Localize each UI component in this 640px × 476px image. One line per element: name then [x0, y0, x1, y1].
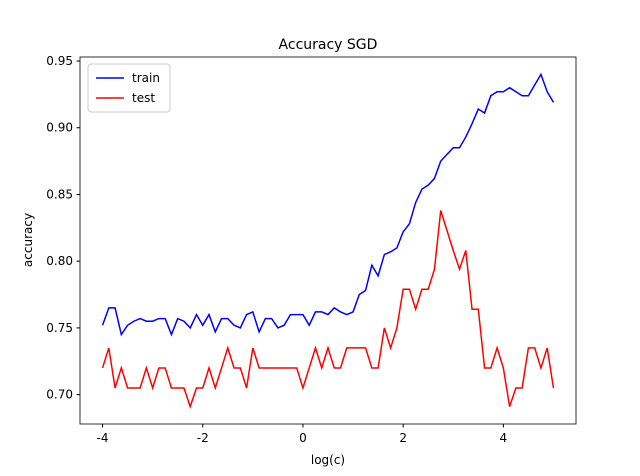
legend-label: train [132, 71, 160, 85]
x-tick-label: 4 [500, 431, 508, 445]
legend-label: test [132, 91, 155, 105]
plot-frame [79, 56, 577, 425]
y-axis-label: accuracy [21, 213, 35, 267]
line-series [101, 72, 555, 337]
y-tick-label: 0.85 [46, 187, 73, 201]
x-tick-label: -2 [197, 431, 209, 445]
x-tick-label: -4 [97, 431, 109, 445]
line-series [101, 210, 555, 410]
x-tick-label: 2 [399, 431, 407, 445]
y-tick-label: 0.90 [46, 121, 73, 135]
y-tick-label: 0.75 [46, 321, 73, 335]
legend-box [87, 63, 171, 113]
x-tick-label: 0 [299, 431, 307, 445]
y-tick-label: 0.95 [46, 54, 73, 68]
y-tick-label: 0.80 [46, 254, 73, 268]
x-axis-label: log(c) [311, 453, 345, 467]
y-tick-label: 0.70 [46, 388, 73, 402]
chart-title: Accuracy SGD [279, 37, 378, 53]
